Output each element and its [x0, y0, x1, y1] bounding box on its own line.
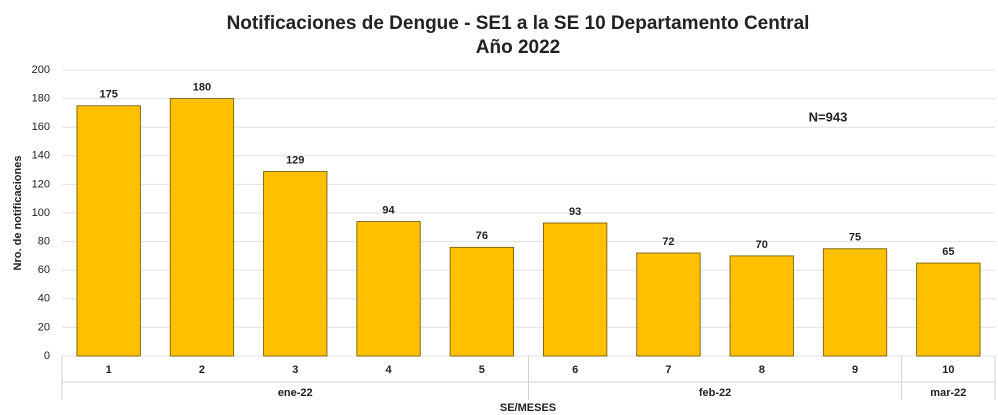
x-tick-label: 1: [106, 364, 112, 376]
x-tick-label: 3: [292, 364, 298, 376]
y-tick-label: 160: [32, 121, 50, 133]
data-label: 72: [662, 236, 674, 248]
data-label: 180: [193, 82, 211, 94]
data-label: 93: [569, 206, 581, 218]
bar: [822, 248, 888, 357]
bar: [263, 171, 328, 357]
y-tick-label: 200: [32, 64, 50, 76]
x-tick-label: 2: [199, 364, 205, 376]
x-tick-label: 5: [479, 364, 485, 376]
x-tick-label: 8: [759, 364, 765, 376]
data-label: 76: [476, 230, 488, 242]
group-label: ene-22: [278, 387, 313, 399]
bar: [76, 105, 141, 357]
bar: [169, 98, 235, 357]
y-tick-label: 0: [44, 350, 50, 362]
data-label: 94: [382, 204, 395, 216]
data-label: 65: [942, 246, 954, 258]
data-label: 175: [99, 89, 117, 101]
y-tick-label: 180: [32, 93, 50, 105]
annotation: N=943: [809, 109, 848, 124]
chart-title: Notificaciones de Dengue - SE1 a la SE 1…: [227, 13, 810, 34]
y-tick-label: 140: [32, 150, 50, 162]
x-tick-label: 10: [942, 364, 954, 376]
x-axis-label: SE/MESES: [500, 402, 556, 414]
bar: [916, 262, 981, 357]
bar: [449, 246, 514, 357]
x-tick-label: 4: [385, 364, 392, 376]
data-label: 75: [849, 232, 861, 244]
y-tick-label: 100: [32, 207, 50, 219]
y-tick-label: 20: [38, 321, 50, 333]
bar: [356, 221, 421, 357]
group-label: feb-22: [699, 387, 731, 399]
bar: [543, 222, 608, 357]
bar: [636, 252, 701, 357]
group-label: mar-22: [930, 387, 966, 399]
y-tick-label: 80: [38, 236, 50, 248]
y-axis-label: Nro. de notificaciones: [12, 156, 24, 271]
data-label: 129: [286, 154, 304, 166]
y-tick-label: 60: [38, 264, 50, 276]
data-label: 70: [756, 239, 768, 251]
x-tick-label: 6: [572, 364, 578, 376]
y-tick-label: 40: [38, 293, 50, 305]
x-tick-label: 7: [665, 364, 671, 376]
bar: [729, 255, 794, 357]
y-tick-label: 120: [32, 178, 50, 190]
chart-subtitle: Año 2022: [476, 37, 560, 58]
x-tick-label: 9: [852, 364, 858, 376]
